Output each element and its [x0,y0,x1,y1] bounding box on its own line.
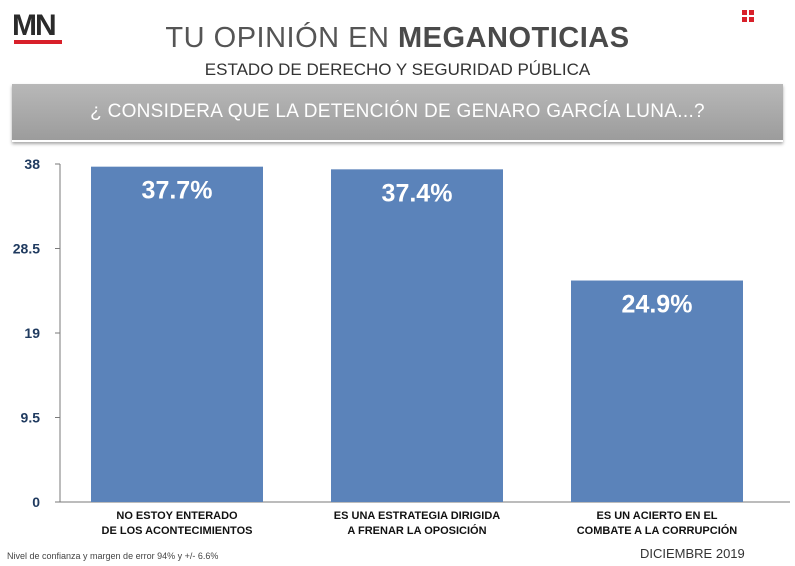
y-tick-label: 19 [24,325,40,341]
bar-data-label: 37.4% [382,179,453,207]
x-category-label: ES UN ACIERTO EN EL [596,510,717,522]
confidence-footnote: Nivel de confianza y margen de error 94%… [7,551,219,561]
x-category-label: COMBATE A LA CORRUPCIÓN [577,524,738,537]
bar [331,169,503,502]
bar-data-label: 37.7% [142,177,213,205]
question-text: ¿ CONSIDERA QUE LA DETENCIÓN DE GENARO G… [90,101,705,122]
title-brand: MEGANOTICIAS [398,22,630,54]
meganoticias-logo: MN [12,10,64,44]
bar-chart: 0 9.5 19 28.5 38 37.7% NO ESTOY ENTERADO DE LOS… [13,156,790,537]
page-subtitle: ESTADO DE DERECHO Y SEGURIDAD PÚBLICA [204,60,591,79]
bar [91,166,263,502]
y-tick-label: 28.5 [13,241,40,257]
question-banner: ¿ CONSIDERA QUE LA DETENCIÓN DE GENARO G… [12,84,783,142]
bar-data-label: 24.9% [622,291,693,319]
logo-text: MN [12,9,57,42]
x-category-label: A FRENAR LA OPOSICIÓN [347,524,486,537]
x-category-label: DE LOS ACONTECIMIENTOS [102,525,253,537]
survey-date: DICIEMBRE 2019 [640,546,745,561]
y-tick-label: 0 [32,494,40,510]
logo-underline [14,40,62,44]
grid-icon[interactable] [742,10,754,22]
bar [571,280,743,502]
x-category-label: ES UNA ESTRATEGIA DIRIGIDA [334,510,500,522]
x-category-label: NO ESTOY ENTERADO [116,510,238,522]
y-tick-label: 38 [24,156,40,172]
page-title: TU OPINIÓN EN MEGANOTICIAS [0,22,795,55]
y-tick-label: 9.5 [21,410,41,426]
title-prefix: TU OPINIÓN EN [165,22,390,54]
